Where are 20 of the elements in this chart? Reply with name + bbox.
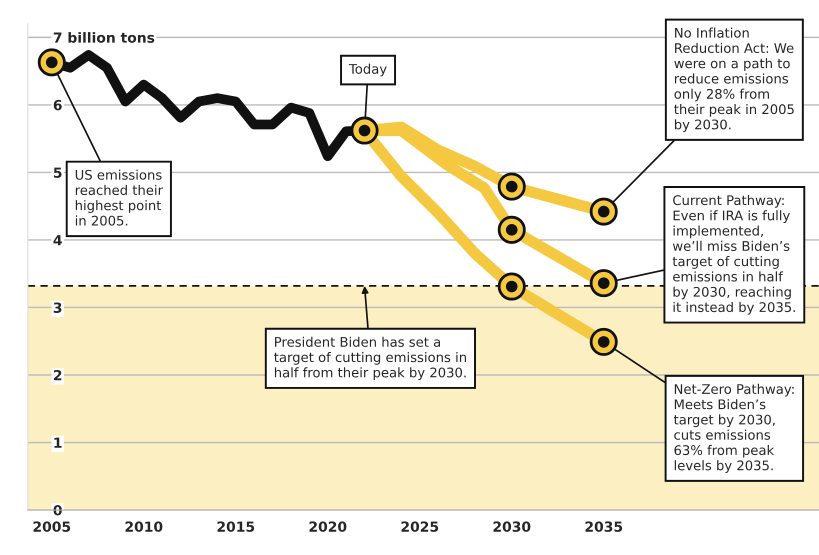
y-tick-label: 3 xyxy=(54,302,62,313)
y-tick-label: 5 xyxy=(54,168,62,178)
annotation: US emissions reached their highest point in 2005. xyxy=(76,170,164,226)
x-tick-label: 2030 xyxy=(494,521,530,532)
annotation: Net-Zero Pathway: Meets Biden’s target by 2030, cuts emissions 63% from peak levels by 2035. xyxy=(674,384,794,473)
x-tick-label: 2025 xyxy=(402,521,438,532)
annotation: President Biden has set a target of cutting emissions in half from their peak by 2030. xyxy=(274,336,466,380)
y-tick-label: 4 xyxy=(53,235,62,246)
y-tick-label: 7 billion tons xyxy=(54,32,154,43)
x-tick-label: 2020 xyxy=(310,521,346,532)
annotation: Today xyxy=(348,64,387,76)
x-tick-label: 2010 xyxy=(126,521,162,532)
y-tick-label: 6 xyxy=(54,100,62,110)
x-tick-label: 2015 xyxy=(218,521,254,532)
annotation: No Inflation Reduction Act: We were on a path to reduce emissions only 28% from their peak in 2005 by 2030. xyxy=(674,28,794,132)
x-tick-label: 2035 xyxy=(586,521,622,532)
annotation: Current Pathway: Even if IRA is fully implemented, we’ll miss Biden’s target of cutting emissions in half by 2030, reaching it instead by 2035. xyxy=(672,194,795,315)
y-tick-label: 2 xyxy=(54,370,62,380)
x-tick-label: 2005 xyxy=(34,521,70,532)
y-tick-label: 1 xyxy=(54,438,62,448)
